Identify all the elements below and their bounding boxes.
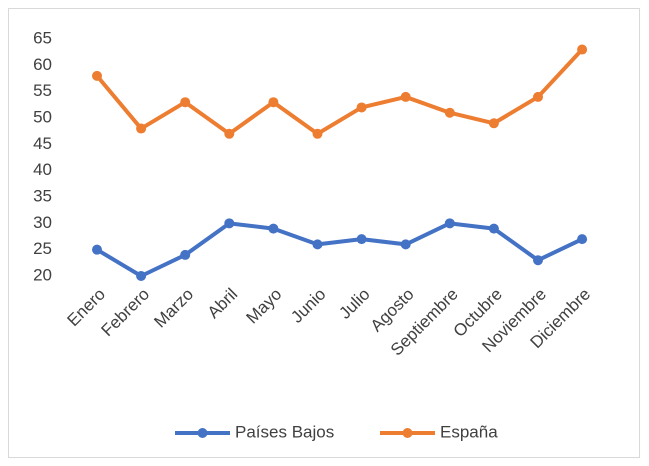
y-tick-label: 40 — [33, 160, 52, 179]
series-marker — [312, 128, 323, 139]
legend-label: España — [440, 422, 498, 441]
series-marker — [136, 271, 147, 281]
series-line — [95, 221, 583, 278]
series-marker — [312, 239, 323, 250]
series-marker — [92, 70, 102, 81]
series-marker — [224, 128, 235, 139]
series-marker — [577, 234, 588, 245]
y-tick-label: 30 — [33, 213, 52, 232]
legend-marker — [197, 428, 208, 438]
series-marker — [444, 218, 455, 229]
y-tick-label: 60 — [33, 55, 52, 74]
chart-frame — [8, 8, 640, 458]
y-tick-label: 50 — [33, 107, 52, 126]
y-tick-label: 25 — [33, 239, 52, 258]
series-marker — [224, 218, 235, 229]
series-marker — [533, 91, 543, 102]
series-marker — [180, 249, 191, 260]
series-marker — [488, 223, 499, 234]
series-marker — [268, 223, 279, 234]
series-marker — [533, 255, 543, 266]
series-marker — [180, 97, 191, 108]
series-marker — [136, 123, 147, 134]
y-tick-label: 45 — [33, 134, 52, 153]
series-marker — [488, 118, 499, 129]
legend-marker — [402, 428, 413, 438]
series-marker — [356, 102, 367, 113]
series-marker — [92, 244, 102, 255]
series-marker — [400, 239, 411, 250]
y-tick-label: 35 — [33, 186, 52, 205]
series-marker — [400, 91, 411, 102]
legend-label: Países Bajos — [235, 422, 334, 441]
series-line — [95, 48, 584, 136]
y-tick-label: 55 — [33, 81, 52, 100]
series-marker — [577, 44, 588, 55]
series-marker — [444, 107, 455, 118]
y-tick-label: 20 — [33, 265, 52, 284]
series-marker — [268, 97, 279, 108]
series-marker — [356, 234, 367, 245]
y-tick-label: 65 — [33, 28, 52, 47]
